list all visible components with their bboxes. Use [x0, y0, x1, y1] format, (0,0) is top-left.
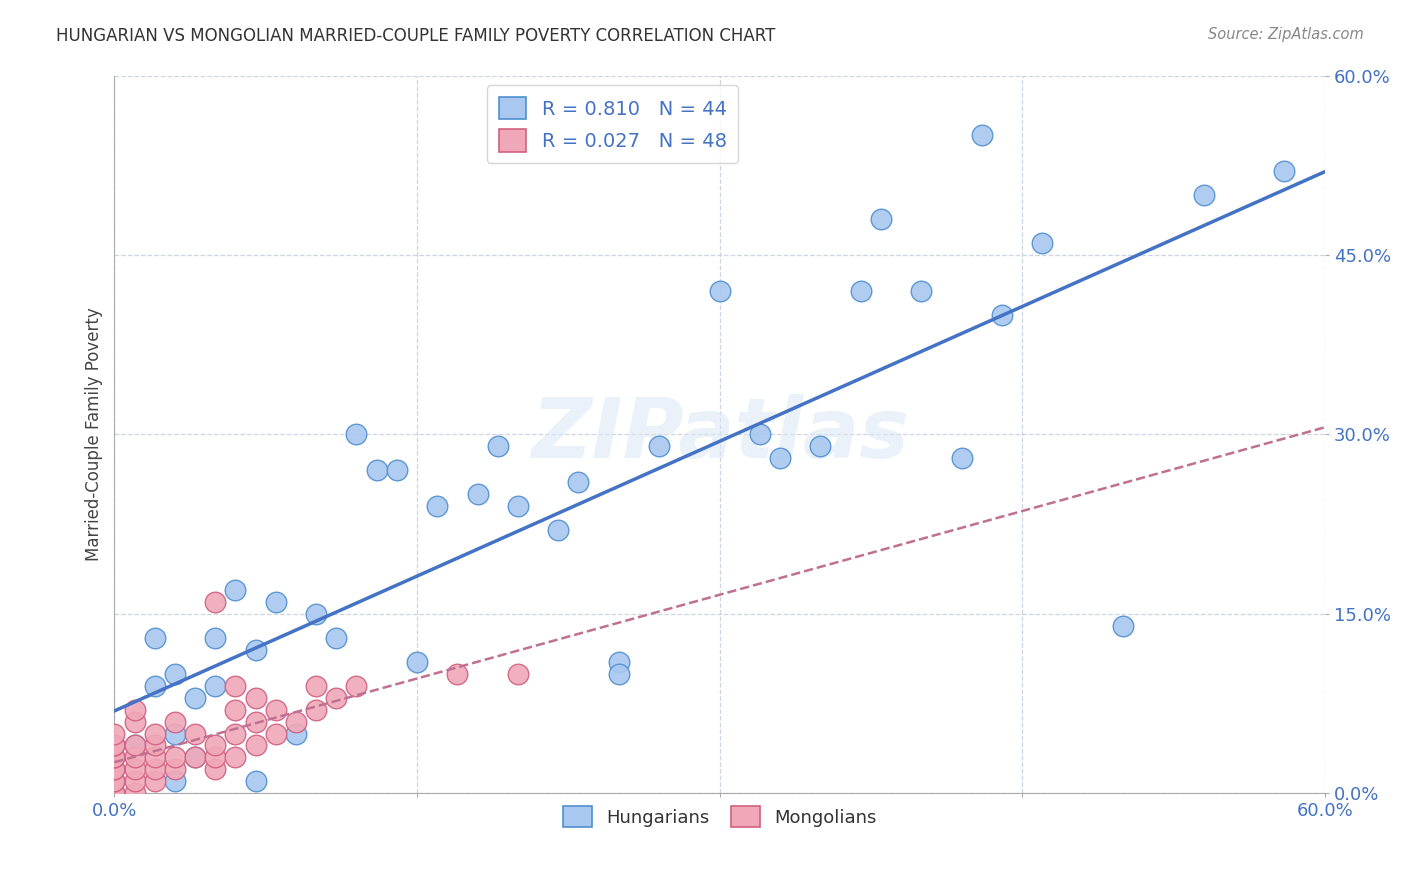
Point — [264, 726, 287, 740]
Point — [567, 475, 589, 490]
Point — [648, 439, 671, 453]
Point — [325, 690, 347, 705]
Point — [103, 763, 125, 777]
Point — [467, 487, 489, 501]
Point — [143, 679, 166, 693]
Point — [325, 631, 347, 645]
Point — [224, 726, 246, 740]
Point — [163, 714, 186, 729]
Point — [1112, 619, 1135, 633]
Point — [204, 595, 226, 609]
Point — [1031, 235, 1053, 250]
Point — [245, 714, 267, 729]
Point — [103, 774, 125, 789]
Point — [103, 739, 125, 753]
Legend: Hungarians, Mongolians: Hungarians, Mongolians — [555, 799, 884, 835]
Point — [143, 750, 166, 764]
Point — [143, 726, 166, 740]
Point — [143, 631, 166, 645]
Point — [124, 750, 146, 764]
Point — [163, 666, 186, 681]
Point — [910, 284, 932, 298]
Point — [224, 679, 246, 693]
Point — [305, 679, 328, 693]
Point — [264, 703, 287, 717]
Point — [184, 750, 207, 764]
Point — [346, 427, 368, 442]
Point — [547, 523, 569, 537]
Text: Source: ZipAtlas.com: Source: ZipAtlas.com — [1208, 27, 1364, 42]
Point — [204, 739, 226, 753]
Point — [607, 666, 630, 681]
Point — [769, 451, 792, 466]
Point — [184, 750, 207, 764]
Point — [124, 786, 146, 800]
Point — [103, 739, 125, 753]
Point — [204, 679, 226, 693]
Point — [245, 690, 267, 705]
Point — [103, 750, 125, 764]
Point — [346, 679, 368, 693]
Point — [486, 439, 509, 453]
Point — [406, 655, 429, 669]
Point — [366, 463, 388, 477]
Point — [124, 739, 146, 753]
Text: ZIPatlas: ZIPatlas — [530, 394, 908, 475]
Point — [1274, 164, 1296, 178]
Point — [849, 284, 872, 298]
Point — [103, 726, 125, 740]
Point — [245, 774, 267, 789]
Point — [709, 284, 731, 298]
Point — [991, 308, 1014, 322]
Point — [749, 427, 772, 442]
Point — [143, 763, 166, 777]
Point — [224, 703, 246, 717]
Point — [103, 786, 125, 800]
Point — [446, 666, 468, 681]
Point — [245, 642, 267, 657]
Point — [204, 750, 226, 764]
Point — [103, 763, 125, 777]
Point — [506, 666, 529, 681]
Point — [950, 451, 973, 466]
Point — [103, 786, 125, 800]
Point — [970, 128, 993, 143]
Point — [385, 463, 408, 477]
Point — [163, 726, 186, 740]
Point — [124, 703, 146, 717]
Point — [810, 439, 832, 453]
Y-axis label: Married-Couple Family Poverty: Married-Couple Family Poverty — [86, 308, 103, 561]
Point — [163, 763, 186, 777]
Point — [426, 500, 449, 514]
Point — [1192, 188, 1215, 202]
Point — [285, 726, 308, 740]
Point — [103, 750, 125, 764]
Point — [184, 690, 207, 705]
Point — [224, 750, 246, 764]
Point — [143, 774, 166, 789]
Point — [204, 763, 226, 777]
Text: HUNGARIAN VS MONGOLIAN MARRIED-COUPLE FAMILY POVERTY CORRELATION CHART: HUNGARIAN VS MONGOLIAN MARRIED-COUPLE FA… — [56, 27, 776, 45]
Point — [506, 500, 529, 514]
Point — [245, 739, 267, 753]
Point — [305, 607, 328, 621]
Point — [163, 750, 186, 764]
Point — [305, 703, 328, 717]
Point — [224, 582, 246, 597]
Point — [607, 655, 630, 669]
Point — [870, 212, 893, 227]
Point — [143, 739, 166, 753]
Point — [163, 774, 186, 789]
Point — [124, 763, 146, 777]
Point — [204, 631, 226, 645]
Point — [103, 774, 125, 789]
Point — [285, 714, 308, 729]
Point — [184, 726, 207, 740]
Point — [124, 714, 146, 729]
Point — [124, 774, 146, 789]
Point — [264, 595, 287, 609]
Point — [124, 739, 146, 753]
